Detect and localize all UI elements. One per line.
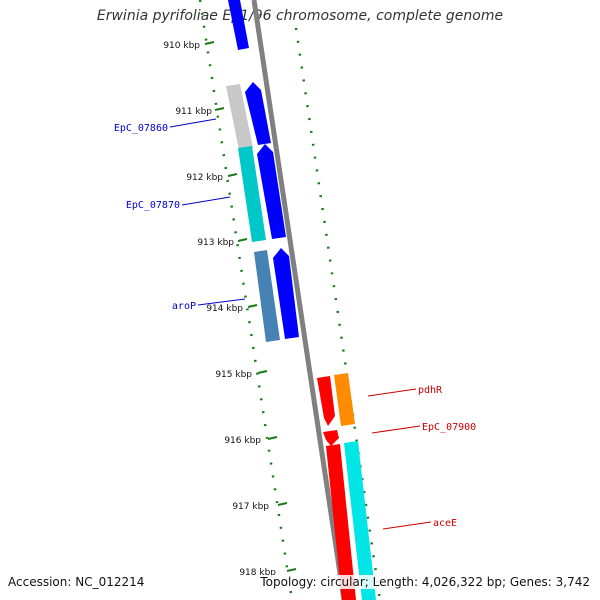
forward-cds-arrow [323, 430, 339, 446]
map-title: Erwinia pyrifoliae Ep1/96 chromosome, co… [96, 8, 504, 24]
scale-ticks [204, 41, 297, 572]
kbp-label: 911 kbp [175, 107, 212, 117]
leader-line [382, 521, 432, 530]
forward-cds-arrow [326, 444, 356, 600]
label-leaders [169, 118, 432, 530]
accession-text: Accession: NC_012214 [8, 575, 145, 589]
leader-line [169, 118, 217, 128]
kbp-label: 912 kbp [186, 173, 223, 183]
scale-tick [277, 502, 288, 506]
cyan-feature [344, 441, 376, 600]
scale-tick [227, 173, 238, 177]
leader-line [181, 196, 231, 206]
scale-tick [237, 238, 248, 242]
kbp-label: 910 kbp [163, 41, 200, 51]
kbp-label: 915 kbp [215, 370, 252, 380]
scale-tick [214, 107, 225, 111]
reverse-cds-arrow [245, 82, 271, 145]
teal-feature [238, 146, 266, 242]
genome-summary-text: Topology: circular; Length: 4,026,322 bp… [256, 575, 590, 589]
kbp-label: 914 kbp [206, 304, 243, 314]
feature-lane-left [226, 0, 280, 342]
gc-ring-right [294, 27, 382, 600]
reverse-cds-arrow [257, 144, 286, 239]
chromosome-backbone [251, 0, 347, 600]
gene-label: aceE [433, 518, 457, 529]
leader-line [367, 388, 417, 397]
reverse-cds-arrow [273, 248, 299, 339]
gene-label: EpC_07870 [126, 200, 180, 211]
gene-label: aroP [172, 301, 196, 312]
reverse-cds-arrow [228, 0, 249, 50]
kbp-label: 918 kbp [239, 568, 276, 578]
orange-feature [334, 373, 355, 426]
scale-tick [267, 436, 278, 440]
kbp-label: 913 kbp [197, 238, 234, 248]
reverse-cds-lane [245, 82, 299, 339]
leader-line [371, 425, 421, 434]
gene-label: EpC_07900 [422, 422, 476, 433]
kbp-label: 916 kbp [224, 436, 261, 446]
scale-tick [257, 370, 268, 374]
gene-labels: EpC_07860 EpC_07870 aroP pdhR EpC_07900 … [114, 123, 476, 529]
gene-label: EpC_07860 [114, 123, 168, 134]
steel-feature [254, 250, 280, 342]
scale-tick [286, 568, 297, 572]
scale-tick [247, 304, 258, 308]
scale-tick [204, 41, 215, 45]
leader-line [197, 298, 246, 306]
kbp-label: 917 kbp [232, 502, 269, 512]
gray-feature [226, 84, 253, 150]
forward-cds-lane [317, 373, 376, 600]
kbp-labels: 910 kbp 911 kbp 912 kbp 913 kbp 914 kbp … [163, 41, 276, 578]
gene-label: pdhR [418, 385, 443, 396]
forward-cds-arrow [317, 376, 335, 426]
